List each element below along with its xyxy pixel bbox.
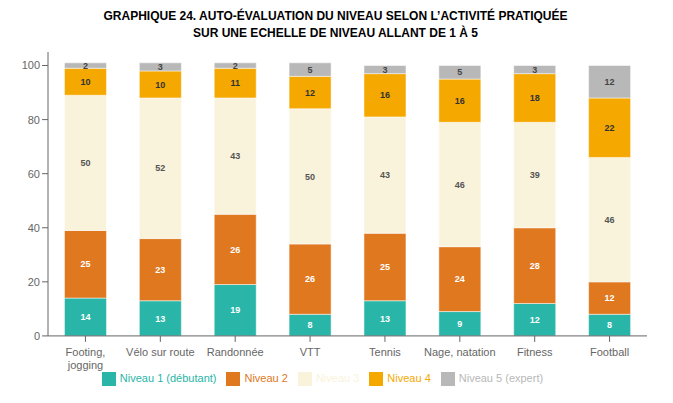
svg-text:39: 39 <box>530 170 540 180</box>
svg-text:22: 22 <box>605 123 615 133</box>
svg-text:9: 9 <box>457 319 462 329</box>
html-text:Niveau 1 (débutant): Niveau 1 (débutant) <box>119 371 217 384</box>
html-text:Niveau 3: Niveau 3 <box>315 371 360 384</box>
svg-text:VTT: VTT <box>300 346 321 358</box>
svg-text:40: 40 <box>28 222 40 234</box>
svg-text:16: 16 <box>380 90 390 100</box>
svg-text:100: 100 <box>22 59 40 71</box>
html-text:GRAPHIQUE 24. AUTO-ÉVALUATION: GRAPHIQUE 24. AUTO-ÉVALUATION DU NIVEAU … <box>103 9 568 23</box>
svg-text:25: 25 <box>80 259 90 269</box>
svg-text:Football: Football <box>590 346 629 358</box>
svg-text:10: 10 <box>155 80 165 90</box>
html-text:Niveau 4: Niveau 4 <box>387 371 431 384</box>
svg-text:18: 18 <box>530 93 540 103</box>
svg-text:52: 52 <box>155 163 165 173</box>
svg-text:80: 80 <box>28 114 40 126</box>
svg-text:2: 2 <box>83 61 88 71</box>
svg-text:26: 26 <box>305 274 315 284</box>
svg-text:12: 12 <box>605 293 615 303</box>
svg-text:Vélo sur route: Vélo sur route <box>126 346 194 358</box>
svg-text:0: 0 <box>34 330 40 342</box>
svg-text:5: 5 <box>457 67 462 77</box>
svg-text:43: 43 <box>380 170 390 180</box>
svg-text:2: 2 <box>233 61 238 71</box>
svg-text:11: 11 <box>230 78 240 88</box>
svg-text:Randonnée: Randonnée <box>207 346 264 358</box>
svg-text:43: 43 <box>230 151 240 161</box>
svg-text:8: 8 <box>308 320 313 330</box>
svg-text:12: 12 <box>605 77 615 87</box>
svg-text:8: 8 <box>607 320 612 330</box>
svg-text:Tennis: Tennis <box>369 346 401 358</box>
svg-text:Footing,jogging: Footing,jogging <box>66 346 106 371</box>
html-text:Niveau 5 (expert): Niveau 5 (expert) <box>458 371 544 384</box>
svg-text:26: 26 <box>230 245 240 255</box>
svg-text:60: 60 <box>28 168 40 180</box>
svg-text:3: 3 <box>382 65 387 75</box>
svg-text:5: 5 <box>308 65 313 75</box>
svg-text:25: 25 <box>380 262 390 272</box>
html-text:SUR UNE ECHELLE DE NIVEAU ALLA: SUR UNE ECHELLE DE NIVEAU ALLANT DE 1 À … <box>193 26 478 40</box>
svg-text:23: 23 <box>155 265 165 275</box>
svg-text:13: 13 <box>155 314 165 324</box>
svg-text:19: 19 <box>230 305 240 315</box>
svg-text:12: 12 <box>530 315 540 325</box>
svg-text:28: 28 <box>530 261 540 271</box>
svg-text:50: 50 <box>305 172 315 182</box>
svg-text:50: 50 <box>80 158 90 168</box>
svg-text:Fitness: Fitness <box>517 346 553 358</box>
svg-text:3: 3 <box>158 62 163 72</box>
svg-text:46: 46 <box>455 180 465 190</box>
svg-text:20: 20 <box>28 276 40 288</box>
svg-text:12: 12 <box>305 88 315 98</box>
svg-text:16: 16 <box>455 96 465 106</box>
svg-text:Nage, natation: Nage, natation <box>424 346 496 358</box>
svg-text:46: 46 <box>605 215 615 225</box>
svg-text:24: 24 <box>455 274 465 284</box>
svg-text:10: 10 <box>80 77 90 87</box>
svg-text:14: 14 <box>80 312 90 322</box>
svg-text:13: 13 <box>380 314 390 324</box>
html-text:Niveau 2: Niveau 2 <box>244 371 288 384</box>
svg-text:3: 3 <box>532 65 537 75</box>
